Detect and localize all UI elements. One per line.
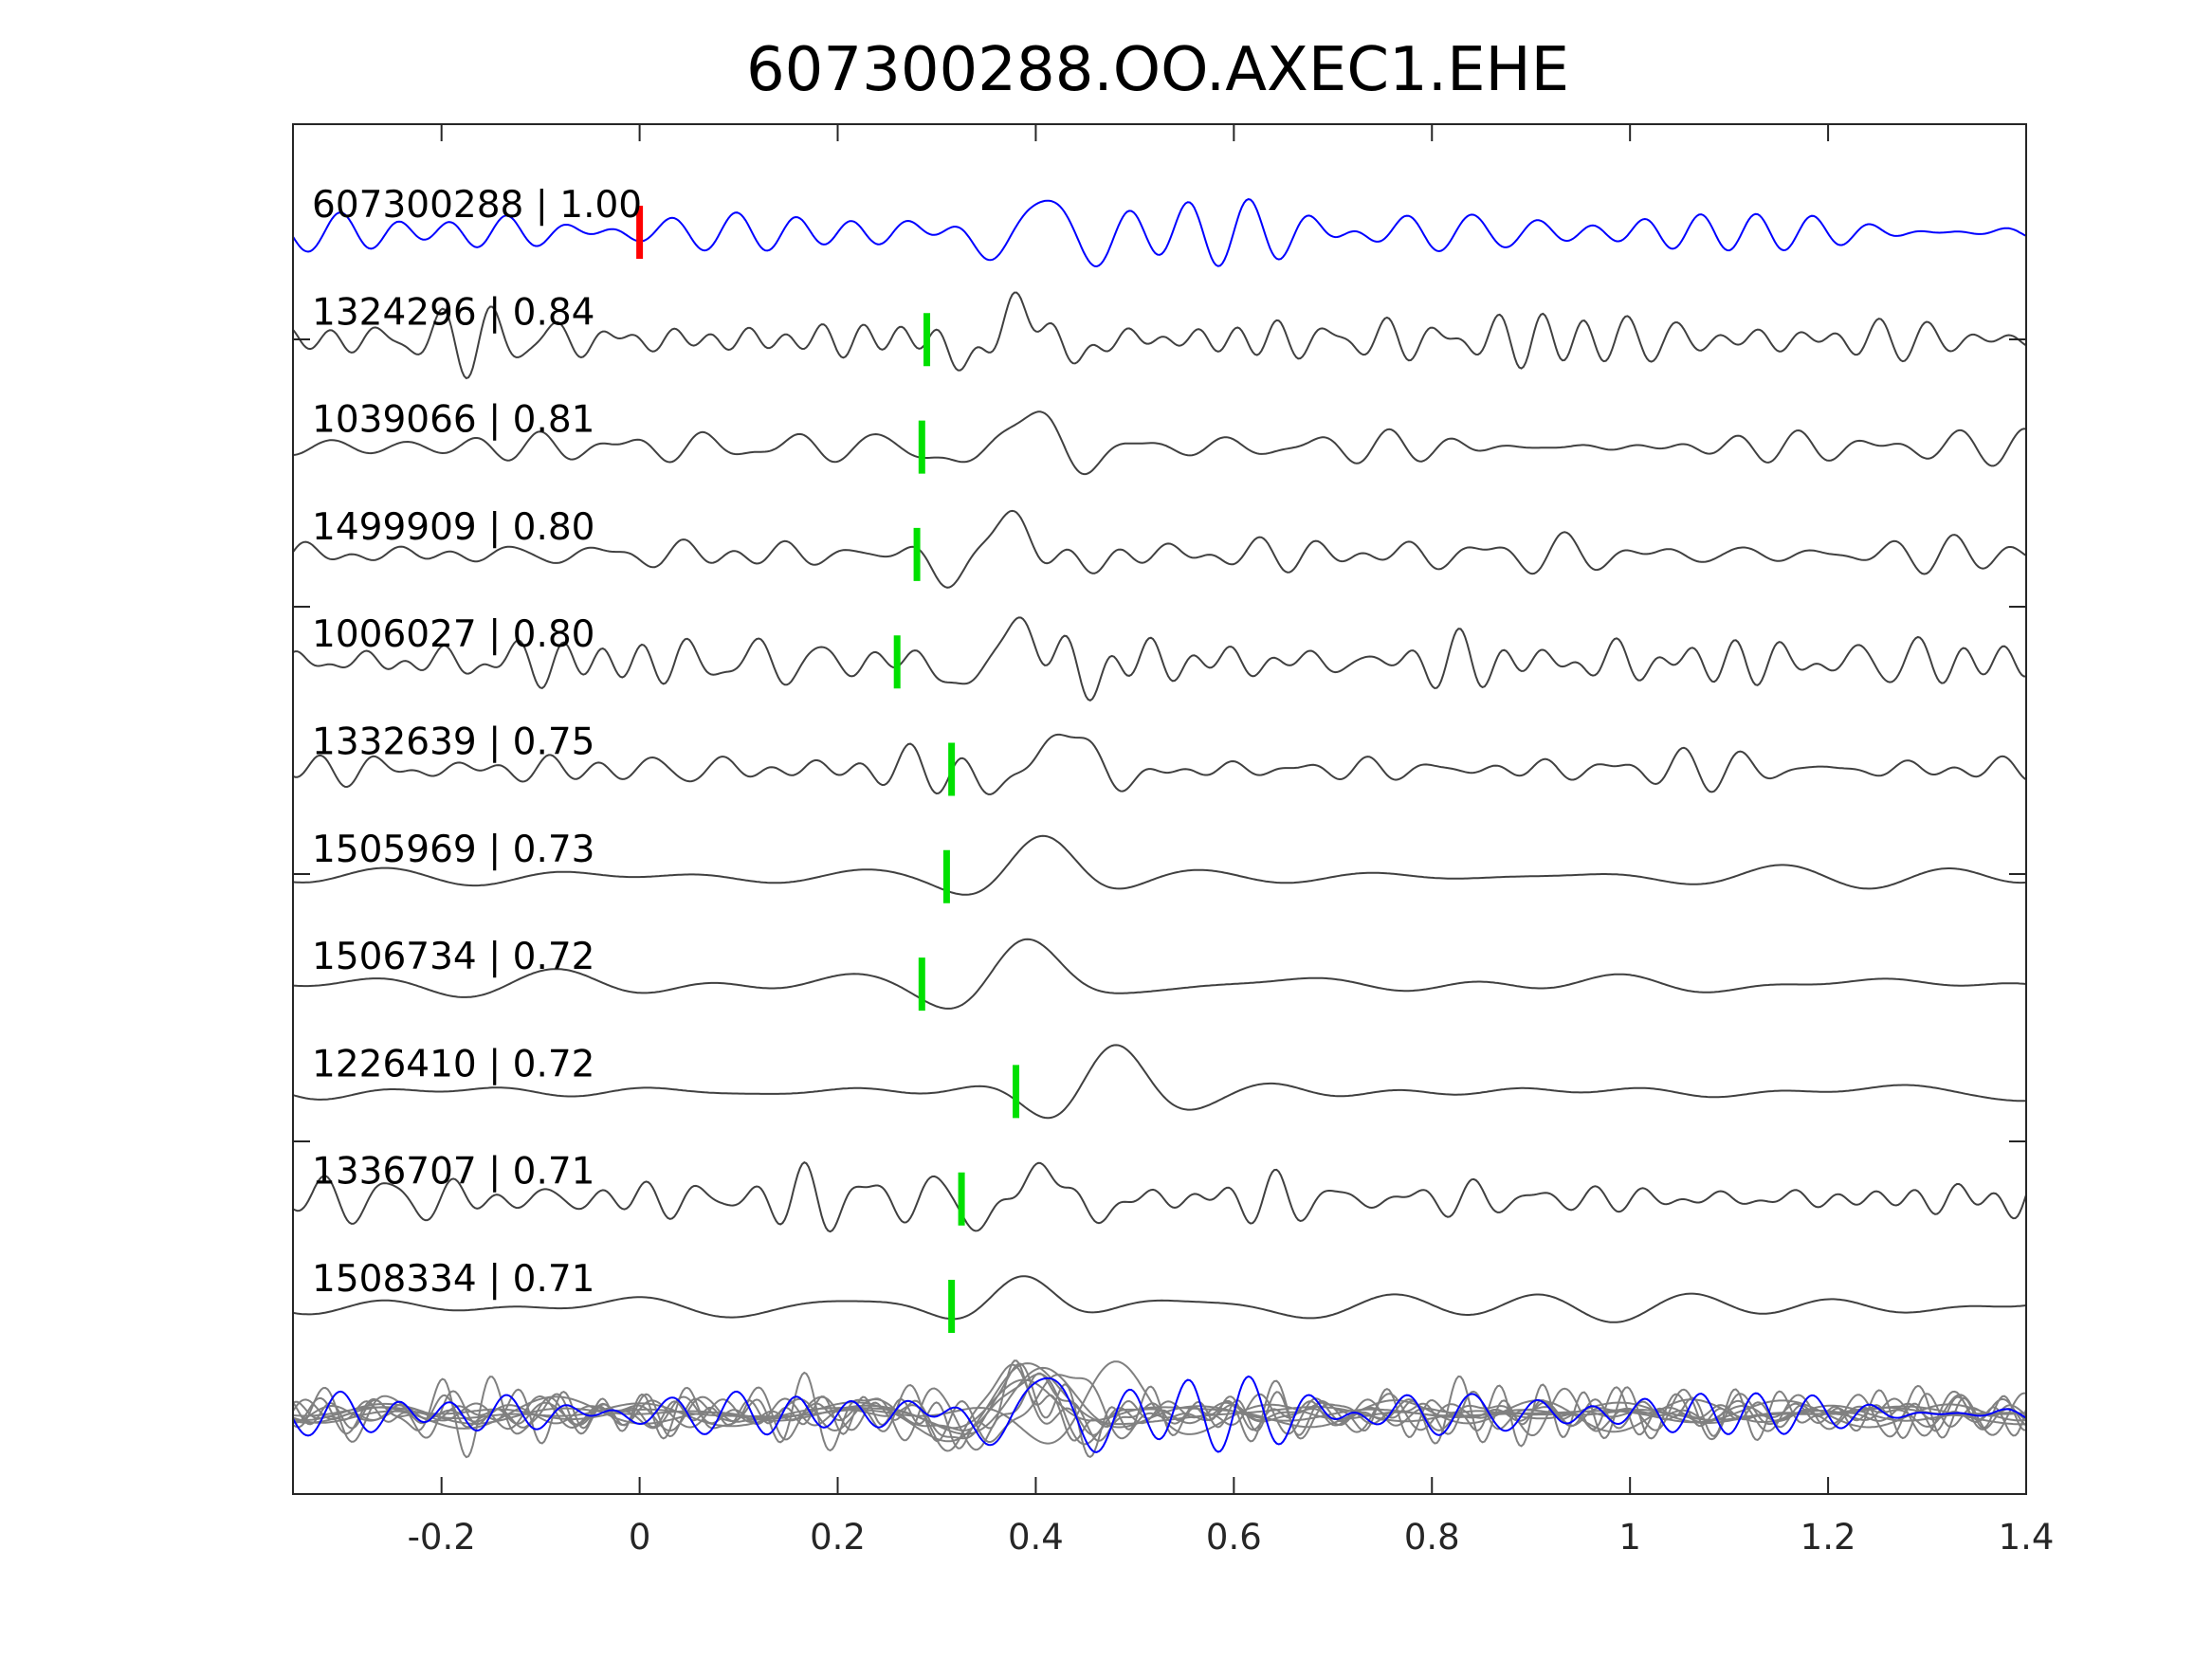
trace-1336707: 1336707 | 0.71 <box>292 1151 2027 1233</box>
trace-1332639: 1332639 | 0.75 <box>292 721 2027 796</box>
trace-1505969: 1505969 | 0.73 <box>292 829 2027 903</box>
trace-label: 1324296 | 0.84 <box>312 291 594 334</box>
trace-1039066: 1039066 | 0.81 <box>292 399 2027 476</box>
x-tick-label: 0.6 <box>1206 1517 1262 1558</box>
stack-waveform <box>292 1362 2027 1443</box>
x-tick-label: -0.2 <box>408 1517 476 1558</box>
x-tick-label: 0.8 <box>1404 1517 1460 1558</box>
axes-group: -0.2 0 0.2 0.4 0.6 0.8 1 1.2 1.4 <box>292 123 2055 1558</box>
waveform-line <box>292 410 2027 476</box>
trace-label: 1506734 | 0.72 <box>312 936 594 978</box>
waveform-line <box>292 834 2027 896</box>
stack-overlay-group <box>292 1359 2027 1459</box>
stack-waveform <box>292 1378 2027 1433</box>
trace-label: 1039066 | 0.81 <box>312 399 594 442</box>
trace-label: 1508334 | 0.71 <box>312 1258 594 1301</box>
waveform-line <box>292 509 2027 589</box>
trace-1499909: 1499909 | 0.80 <box>292 506 2027 589</box>
traces-group: 607300288 | 1.00 1324296 | 0.84 1039066 | … <box>292 184 2027 1333</box>
trace-1324296: 1324296 | 0.84 <box>292 291 2027 380</box>
trace-label: 607300288 | 1.00 <box>312 184 642 227</box>
waveform-line <box>292 733 2027 795</box>
waveform-line <box>292 938 2027 1010</box>
x-tick-label: 1.4 <box>1999 1517 2055 1558</box>
template-waveform <box>292 198 2027 268</box>
stack-waveform <box>292 1374 2027 1443</box>
trace-1226410: 1226410 | 0.72 <box>292 1043 2026 1120</box>
stack-template-waveform <box>292 1375 2027 1453</box>
trace-label: 1226410 | 0.72 <box>312 1043 594 1085</box>
waveform-line <box>292 291 2027 380</box>
waveform-line <box>292 1275 2027 1323</box>
x-tick-label: 1 <box>1618 1517 1641 1558</box>
plot-frame <box>292 123 2027 1495</box>
x-tick-label: 0.4 <box>1008 1517 1064 1558</box>
trace-label: 1332639 | 0.75 <box>312 721 594 764</box>
waveform-line <box>292 1044 2026 1120</box>
trace-607300288: 607300288 | 1.00 <box>292 184 2027 268</box>
trace-label: 1499909 | 0.80 <box>312 506 594 549</box>
trace-label: 1006027 | 0.80 <box>312 613 594 656</box>
waveform-line <box>292 1161 2027 1233</box>
trace-1506734: 1506734 | 0.72 <box>292 936 2027 1012</box>
stack-waveform <box>292 1362 2026 1459</box>
trace-label: 1336707 | 0.71 <box>312 1151 594 1194</box>
trace-label: 1505969 | 0.73 <box>312 829 594 871</box>
stack-waveform <box>292 1360 2026 1445</box>
x-tick-label: 0.2 <box>810 1517 866 1558</box>
x-tick-label: 0 <box>629 1517 651 1558</box>
trace-1508334: 1508334 | 0.71 <box>292 1258 2027 1333</box>
chart-title: 607300288.OO.AXEC1.EHE <box>746 35 1569 105</box>
trace-1006027: 1006027 | 0.80 <box>292 613 2026 702</box>
x-tick-label: 1.2 <box>1801 1517 1856 1558</box>
waveform-line <box>292 616 2026 702</box>
